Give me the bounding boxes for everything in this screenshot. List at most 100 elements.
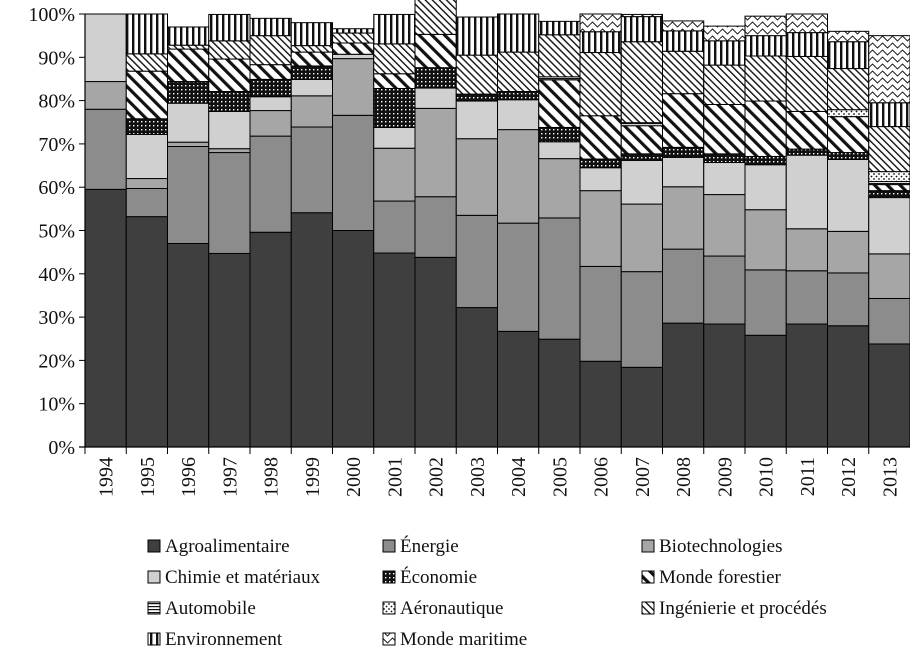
bar-segment-2011-économie [785,148,828,156]
axes: 0% 10% 20% 30% 40% 50% 60% 70% 80% 90% 100% 1994 199… [28,4,910,497]
bar-segment-2006-biotechnologies [579,190,622,267]
bar-segment-2007-ingénierie-et-procédés [620,41,663,124]
bar-segment-2010-biotechnologies [744,209,787,271]
bar-segment-1998-agroalimentaire [249,231,292,448]
x-tick-label: 2005 [549,457,571,497]
bar-segment-2001-chimie-et-matériaux [373,126,416,149]
bar-segment-2004-chimie-et-matériaux [497,99,540,131]
bar-segment-2007-chimie-et-matériaux [620,159,663,205]
bar-segment-2008-énergie [662,248,705,324]
bar-segment-2013-environnement [868,102,910,128]
bar-segment-2009-monde-maritime [703,25,746,42]
bar-segment-1995-ingénierie-et-procédés [125,53,168,72]
bar-segment-2013-monde-maritime [868,35,910,104]
bar-segment-1997-environnement [208,13,251,42]
bar-segment-1997-énergie [208,152,251,254]
y-tick-label: 30% [38,307,75,329]
legend-swatch [382,539,396,553]
x-tick-label: 1997 [219,457,241,497]
x-tick-label: 1999 [302,457,324,497]
bar-segment-2001-économie [373,87,416,128]
bar-segment-2006-énergie [579,265,622,362]
legend-swatch [147,539,161,553]
bars-layer [84,0,910,448]
bar-segment-1996-agroalimentaire [167,242,210,448]
bar-segment-2010-monde-maritime [744,15,787,37]
bar-segment-2007-économie [620,153,663,161]
x-tick-label: 2006 [591,457,613,497]
bar-segment-2005-agroalimentaire [538,338,581,448]
bar-segment-2006-environnement [579,31,622,54]
legend-label: Automobile [165,598,256,619]
bar-segment-2004-biotechnologies [497,129,540,224]
bar-segment-1999-chimie-et-matériaux [290,78,333,97]
bar-segment-1997-économie [208,91,251,112]
bar-segment-2001-agroalimentaire [373,252,416,448]
bar-segment-2008-monde-forestier [662,93,705,148]
legend-label: Économie [400,566,477,588]
bar-segment-2008-ingénierie-et-procédés [662,50,705,95]
bar-segment-2008-chimie-et-matériaux [662,156,705,188]
bar-segment-2002-économie [414,67,457,89]
bar-segment-1995-biotechnologies [125,178,168,189]
bar-segment-1998-énergie [249,135,292,233]
bar-segment-2012-énergie [827,272,870,327]
bar-segment-2013-aéronautique [868,171,910,183]
x-tick-label: 2002 [426,457,448,497]
legend-swatch [641,570,655,584]
bar-segment-2009-chimie-et-matériaux [703,162,746,196]
bar-segment-2002-monde-forestier [414,33,457,69]
bar-segment-2012-agroalimentaire [827,325,870,448]
bar-segment-1997-monde-forestier [208,58,251,92]
bar-segment-2001-ingénierie-et-procédés [373,43,416,75]
bar-segment-2011-agroalimentaire [785,323,828,448]
bar-segment-2009-environnement [703,40,746,66]
bar-segment-2004-environnement [497,13,540,53]
bar-segment-2011-chimie-et-matériaux [785,154,828,230]
legend-label: Aéronautique [400,598,503,619]
y-tick-label: 0% [48,437,75,459]
bar-segment-1995-environnement [125,13,168,55]
bar-segment-2009-économie [703,153,746,164]
bar-segment-2007-biotechnologies [620,203,663,273]
bar-segment-2008-biotechnologies [662,186,705,250]
bar-segment-2008-environnement [662,30,705,52]
bar-segment-1994-agroalimentaire [84,188,127,448]
x-tick-label: 2012 [838,457,860,497]
bar-segment-2000-agroalimentaire [332,230,375,448]
y-tick-label: 10% [38,394,75,416]
bar-segment-2012-biotechnologies [827,230,870,274]
bar-segment-1994-énergie [84,108,127,190]
bar-segment-2010-économie [744,155,787,166]
bar-segment-2006-monde-maritime [579,13,622,33]
bar-segment-2003-agroalimentaire [455,307,498,448]
bar-segment-1995-économie [125,118,168,135]
x-tick-label: 1994 [96,457,118,497]
x-tick-label: 2000 [343,457,365,497]
y-tick-label: 70% [38,134,75,156]
bar-segment-2008-économie [662,146,705,158]
bar-segment-2012-monde-maritime [827,30,870,43]
legend-label: Monde maritime [400,629,527,650]
bar-segment-2010-monde-forestier [744,100,787,157]
y-tick-label: 60% [38,177,75,199]
bar-segment-2007-énergie [620,271,663,368]
x-tick-label: 2001 [384,457,406,497]
bar-segment-2013-chimie-et-matériaux [868,197,910,255]
bar-segment-2012-économie [827,152,870,160]
bar-segment-2011-énergie [785,270,828,325]
bar-segment-1997-ingénierie-et-procédés [208,40,251,60]
x-tick-label: 1996 [178,457,200,497]
bar-segment-2007-monde-maritime [620,13,663,18]
bar-segment-1995-monde-forestier [125,70,168,120]
legend-swatch [382,601,396,615]
bar-segment-2012-environnement [827,41,870,70]
bar-segment-2011-ingénierie-et-procédés [785,55,828,112]
bar-segment-2000-énergie [332,114,375,231]
bar-segment-2003-énergie [455,214,498,309]
bar-segment-1996-chimie-et-matériaux [167,102,210,143]
bar-segment-2004-énergie [497,222,540,332]
bar-segment-1996-ingénierie-et-procédés [167,44,210,50]
bar-segment-2002-énergie [414,196,457,258]
